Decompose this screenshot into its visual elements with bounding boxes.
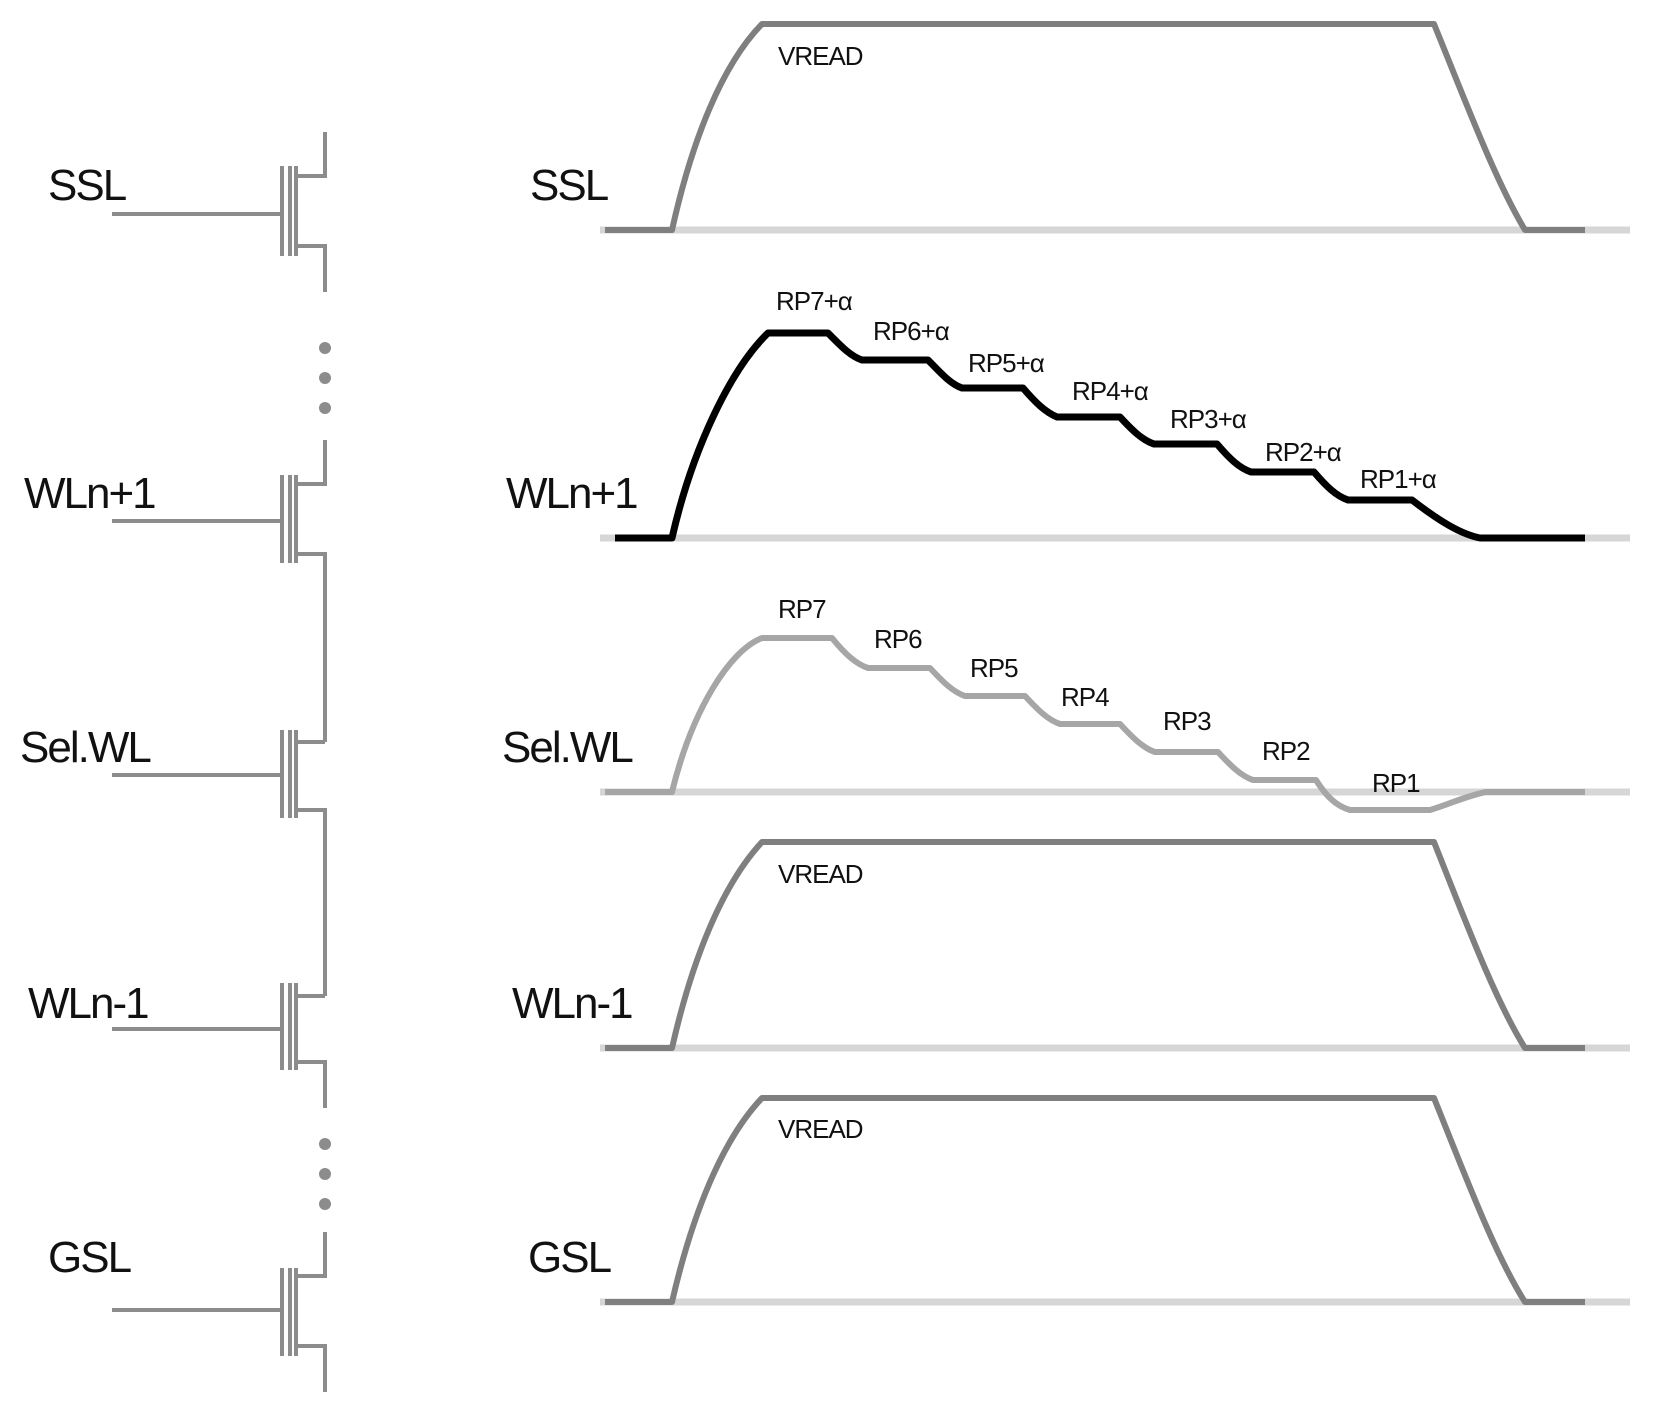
wl-next-waveform: WLn+1 RP7+α RP6+α RP5+α RP4+α RP3+α RP2+… bbox=[506, 286, 1630, 542]
wl-next-transistor: WLn+1 bbox=[24, 440, 327, 742]
sel-wl-waveform: Sel.WL RP7 RP6 RP5 RP4 RP3 RP2 RP1 bbox=[502, 594, 1630, 813]
sel-wl-transistor: Sel.WL bbox=[20, 723, 327, 996]
wl-next-step-rp5: RP5+α bbox=[968, 348, 1045, 378]
sel-wl-circuit-label: Sel.WL bbox=[20, 723, 151, 772]
gsl-transistor: GSL bbox=[48, 1232, 327, 1392]
wl-prev-wave-label: WLn-1 bbox=[512, 979, 632, 1028]
sel-wl-step-rp4: RP4 bbox=[1061, 682, 1109, 712]
wl-prev-level-label: VREAD bbox=[778, 859, 863, 889]
gsl-wave bbox=[605, 1095, 1585, 1305]
wl-next-circuit-label: WLn+1 bbox=[24, 469, 155, 518]
ssl-wave-label: SSL bbox=[530, 161, 609, 210]
sel-wl-step-rp5: RP5 bbox=[970, 653, 1018, 683]
wl-next-step-rp3: RP3+α bbox=[1170, 404, 1247, 434]
ssl-waveform: SSL VREAD bbox=[530, 21, 1630, 234]
sel-wl-step-rp2: RP2 bbox=[1262, 736, 1310, 766]
ssl-circuit-label: SSL bbox=[48, 161, 127, 210]
wl-prev-transistor: WLn-1 bbox=[28, 979, 327, 1108]
wl-next-step-rp4: RP4+α bbox=[1072, 376, 1149, 406]
ssl-drain bbox=[296, 132, 327, 178]
wl-prev-circuit-label: WLn-1 bbox=[28, 979, 148, 1028]
wl-next-step-rp6: RP6+α bbox=[873, 316, 950, 346]
ssl-wave bbox=[605, 21, 1585, 233]
sel-wl-wave-label: Sel.WL bbox=[502, 723, 633, 772]
gsl-circuit-label: GSL bbox=[48, 1233, 132, 1282]
ellipsis-lower bbox=[319, 1138, 331, 1210]
waveforms: SSL VREAD WLn+1 RP7+α RP6+α RP5+α RP4+α … bbox=[502, 21, 1630, 1306]
ellipsis-upper bbox=[319, 342, 331, 414]
ssl-level-label: VREAD bbox=[778, 41, 863, 71]
sel-wl-step-rp6: RP6 bbox=[874, 624, 922, 654]
sel-wl-wave bbox=[605, 635, 1585, 813]
ssl-source bbox=[296, 244, 327, 292]
gsl-wave-label: GSL bbox=[528, 1233, 612, 1282]
ssl-transistor: SSL bbox=[48, 132, 327, 292]
wl-prev-wave bbox=[605, 839, 1585, 1051]
sel-wl-step-rp3: RP3 bbox=[1163, 706, 1211, 736]
sel-wl-step-rp1: RP1 bbox=[1372, 768, 1420, 798]
gsl-level-label: VREAD bbox=[778, 1114, 863, 1144]
wl-next-wave bbox=[615, 329, 1585, 542]
nand-string-circuit: SSL WLn+1 Sel.WL bbox=[20, 132, 331, 1392]
wl-prev-waveform: WLn-1 VREAD bbox=[512, 839, 1630, 1052]
wl-next-wave-label: WLn+1 bbox=[506, 469, 637, 518]
wl-next-step-rp2: RP2+α bbox=[1265, 437, 1342, 467]
sel-wl-step-rp7: RP7 bbox=[778, 594, 826, 624]
wl-next-step-rp7: RP7+α bbox=[776, 286, 853, 316]
gsl-waveform: GSL VREAD bbox=[528, 1095, 1630, 1306]
wl-next-step-rp1: RP1+α bbox=[1360, 464, 1437, 494]
